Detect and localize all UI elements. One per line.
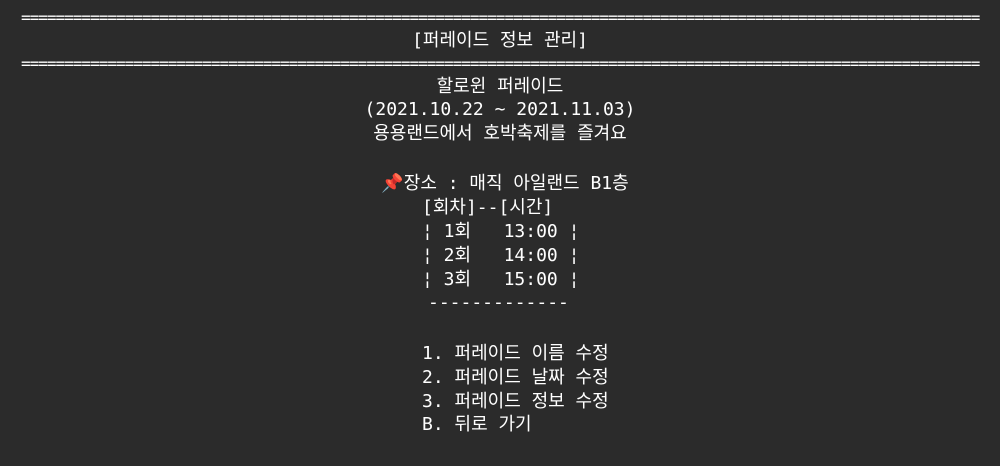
schedule-header: [회차]--[시간] xyxy=(422,197,554,218)
schedule-row: ¦ 1회 13:00 ¦ xyxy=(422,221,580,242)
schedule-separator: ------------- xyxy=(428,292,569,313)
pushpin-icon: 📌 xyxy=(381,173,404,194)
menu-item-edit-date[interactable]: 2. 퍼레이드 날짜 수정 xyxy=(422,367,609,388)
parade-location: 📌장소 : 매직 아일랜드 B1층 xyxy=(338,148,628,194)
menu-item-edit-name[interactable]: 1. 퍼레이드 이름 수정 xyxy=(422,343,609,364)
parade-description: 용용랜드에서 호박축제를 즐겨요 xyxy=(373,123,627,144)
parade-period: (2021.10.22 ~ 2021.11.03) xyxy=(364,99,636,120)
schedule-row: ¦ 3회 15:00 ¦ xyxy=(422,269,580,290)
schedule-row: ¦ 2회 14:00 ¦ xyxy=(422,245,580,266)
menu-item-edit-info[interactable]: 3. 퍼레이드 정보 수정 xyxy=(422,391,609,412)
page-title: [퍼레이드 정보 관리] xyxy=(412,30,588,51)
parade-name: 할로윈 퍼레이드 xyxy=(436,76,564,97)
menu-item-back[interactable]: B. 뒤로 가기 xyxy=(422,414,532,435)
header-rule-bottom: ========================================… xyxy=(21,54,980,73)
header-rule-top: ========================================… xyxy=(21,8,980,27)
parade-location-text: 장소 : 매직 아일랜드 B1층 xyxy=(403,173,629,194)
input-prompt[interactable]: ☞ xyxy=(422,440,476,466)
